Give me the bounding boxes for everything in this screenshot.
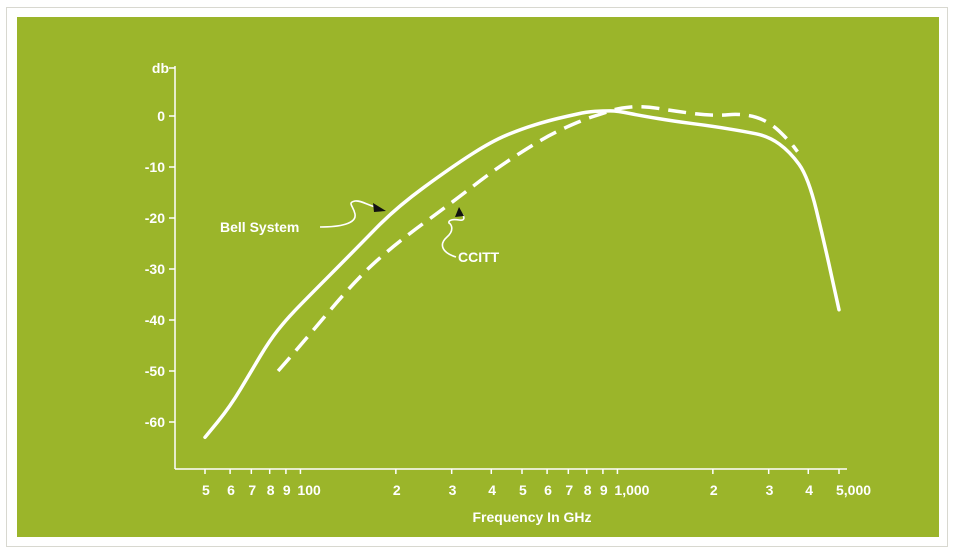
y-tick-label: -50 xyxy=(145,363,165,379)
x-tick-label: 9 xyxy=(283,482,291,498)
x-tick-label: 7 xyxy=(565,482,573,498)
x-tick-label: 6 xyxy=(227,482,235,498)
y-tick-label: 0 xyxy=(157,108,165,124)
chart-panel: 0 -10 -20 -30 -40 -50 -60 5 6 7 8 9 100 2 3 4 5 6 7 8 9 1,000… xyxy=(17,17,939,537)
x-tick-label: 9 xyxy=(600,482,608,498)
series-layer xyxy=(203,104,841,440)
y-tick-label: -20 xyxy=(145,210,165,226)
x-tick-label: 3 xyxy=(449,482,457,498)
annotation-leader-bell-system xyxy=(319,200,380,228)
x-tick-label: 2 xyxy=(393,482,401,498)
series-line-bell-system xyxy=(203,109,841,440)
y-tick-label: -10 xyxy=(145,159,165,175)
y-tick-label: -30 xyxy=(145,261,165,277)
x-axis-label: Frequency In GHz xyxy=(472,509,591,525)
annotation-arrow-ccitt xyxy=(455,207,464,217)
annotation-bell-system: Bell System xyxy=(220,219,299,235)
annotation-layer: Bell System CCITT xyxy=(220,200,500,265)
x-tick-label: 5 xyxy=(519,482,527,498)
x-tick-label: 4 xyxy=(805,482,813,498)
tick-marks: 0-10-20-30-40-50-605 6 7 8 9 100 2 3 4 5 6 7 8 9 1,000… xyxy=(145,67,871,498)
x-tick-label: 7 xyxy=(248,482,256,498)
y-tick-label: -40 xyxy=(145,312,165,328)
annotation-arrow-bell-system xyxy=(373,203,386,212)
annotation-ccitt: CCITT xyxy=(458,249,500,265)
x-tick-label: 3 xyxy=(766,482,774,498)
x-tick-label: 8 xyxy=(267,482,275,498)
y-tick-label: -60 xyxy=(145,414,165,430)
x-tick-label: 4 xyxy=(488,482,496,498)
series-line-ccitt xyxy=(276,104,799,373)
y-axis-label: db xyxy=(152,60,169,76)
x-tick-label: 5 xyxy=(202,482,210,498)
x-tick-label: 6 xyxy=(544,482,552,498)
x-tick-label: 5,000 xyxy=(836,482,871,498)
x-tick-label: 2 xyxy=(710,482,718,498)
x-tick-label: 8 xyxy=(584,482,592,498)
annotation-leader-ccitt xyxy=(441,212,465,258)
frequency-response-chart: 0-10-20-30-40-50-605 6 7 8 9 100 2 3 4 5 6 7 8 9 1,000… xyxy=(145,60,871,525)
x-tick-label: 100 xyxy=(297,482,321,498)
axes xyxy=(174,66,847,470)
x-tick-label: 1,000 xyxy=(614,482,649,498)
